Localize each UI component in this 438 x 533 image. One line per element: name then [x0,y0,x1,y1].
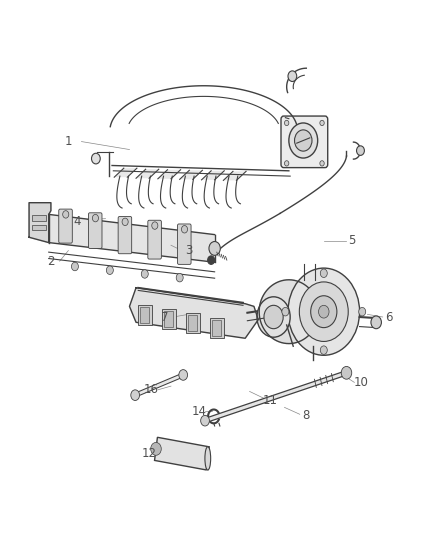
FancyBboxPatch shape [59,209,72,243]
Circle shape [294,130,312,151]
Bar [188,316,197,332]
Text: 12: 12 [141,447,157,460]
Circle shape [201,415,209,426]
Bar [162,309,176,329]
Polygon shape [201,171,224,180]
Text: 3: 3 [185,244,192,257]
FancyBboxPatch shape [118,216,132,254]
Circle shape [131,390,140,400]
Circle shape [63,211,69,218]
Bar [141,307,149,323]
Text: 5: 5 [349,235,356,247]
Circle shape [320,346,327,354]
Bar [186,313,200,334]
Circle shape [320,120,324,126]
FancyBboxPatch shape [88,213,102,248]
Polygon shape [130,288,258,338]
Circle shape [357,146,364,156]
Circle shape [282,308,289,316]
Circle shape [141,270,148,278]
Circle shape [264,305,283,329]
FancyBboxPatch shape [281,116,328,167]
Polygon shape [158,169,180,179]
Circle shape [318,305,329,318]
Polygon shape [155,437,209,470]
Circle shape [359,308,366,316]
Circle shape [208,256,215,264]
Circle shape [288,71,297,82]
Polygon shape [136,169,159,178]
Circle shape [341,367,352,379]
Text: 16: 16 [144,383,159,397]
Circle shape [371,316,381,329]
Bar [138,305,152,325]
Polygon shape [259,280,313,344]
Polygon shape [114,168,137,177]
Polygon shape [29,203,51,243]
Circle shape [209,241,220,255]
Circle shape [152,222,158,229]
FancyBboxPatch shape [148,220,161,259]
Circle shape [285,161,289,166]
Circle shape [311,296,337,328]
Circle shape [257,297,290,337]
Text: 4: 4 [73,215,81,228]
Polygon shape [49,214,215,262]
Circle shape [176,273,183,282]
Circle shape [288,268,360,356]
Text: 8: 8 [303,409,310,422]
Text: 7: 7 [161,311,168,324]
Circle shape [92,214,99,222]
Circle shape [122,218,128,225]
Circle shape [320,269,327,278]
Polygon shape [180,170,202,179]
Bar [210,318,224,338]
Circle shape [71,262,78,271]
FancyBboxPatch shape [177,224,191,264]
Bar [212,320,221,336]
Bar [32,224,46,230]
Circle shape [320,161,324,166]
Circle shape [106,266,113,274]
Circle shape [289,123,318,158]
Text: 6: 6 [385,311,393,324]
Circle shape [151,442,161,455]
Circle shape [181,225,187,233]
Text: 14: 14 [192,405,207,417]
Circle shape [299,282,348,342]
Text: 1: 1 [65,135,72,148]
Circle shape [285,120,289,126]
Bar [32,215,46,221]
Text: 2: 2 [47,255,55,268]
Text: 11: 11 [263,394,278,407]
Circle shape [179,369,187,380]
Text: 10: 10 [353,376,368,389]
Circle shape [92,154,100,164]
Polygon shape [223,171,246,180]
Bar [164,311,173,327]
Ellipse shape [205,447,211,470]
